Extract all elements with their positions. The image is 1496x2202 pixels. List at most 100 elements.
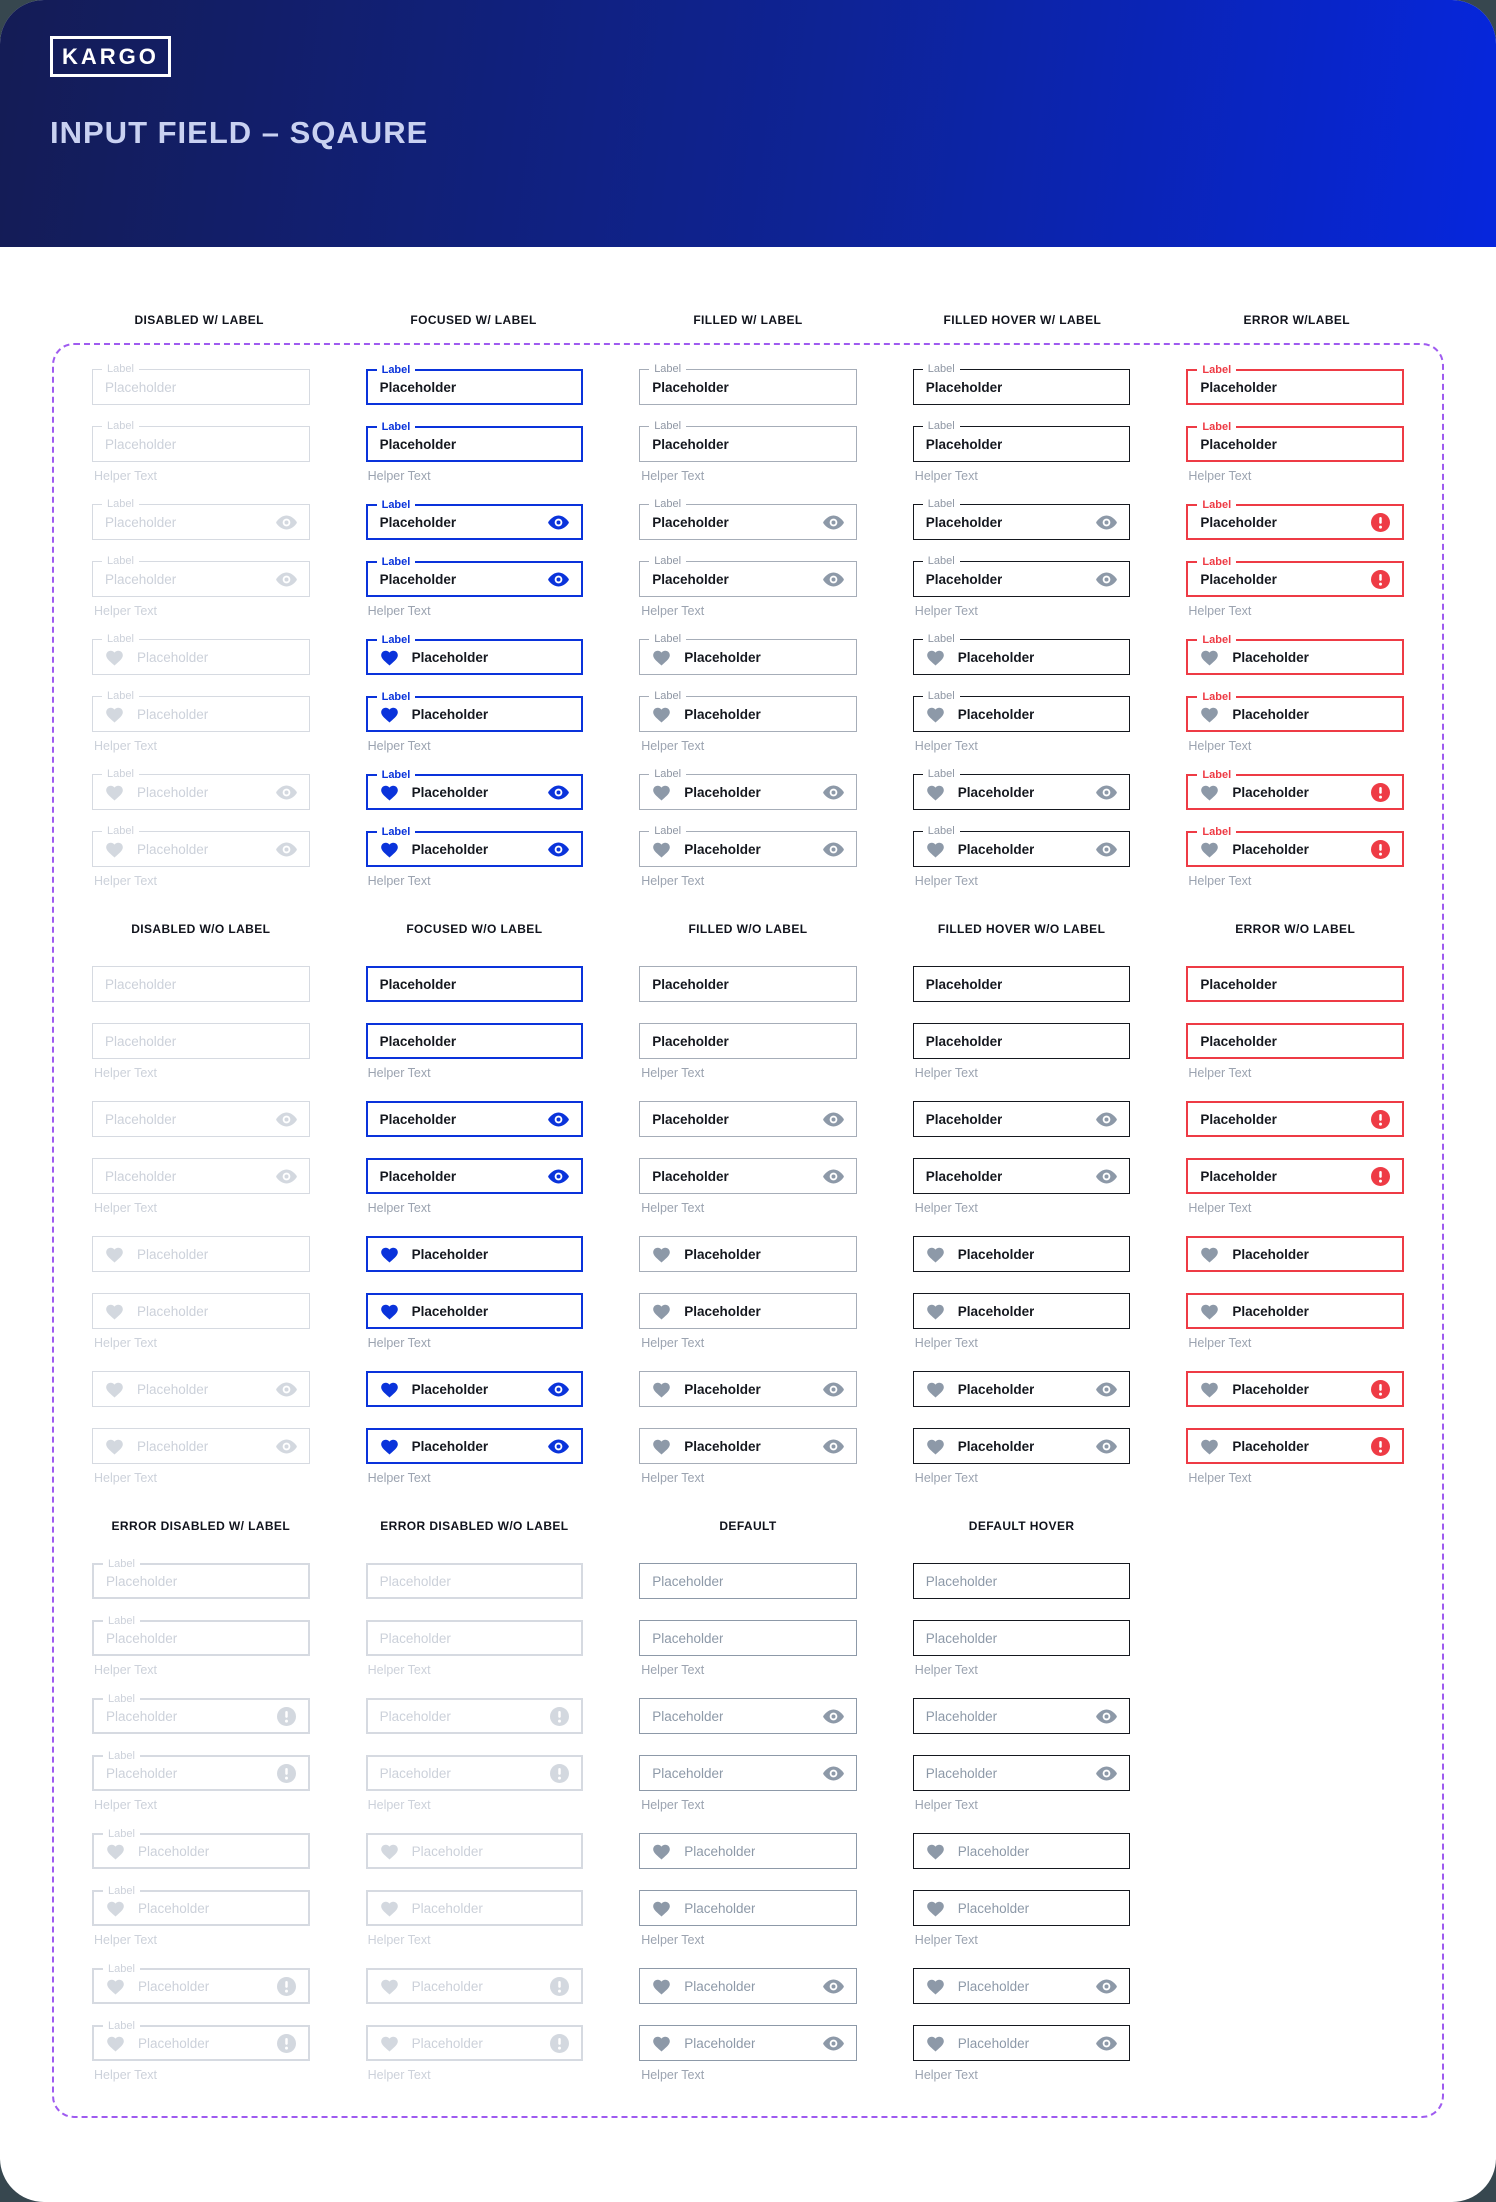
input-focused-with-label[interactable]: Label Placeholder — [365, 555, 584, 597]
input-default-no-label[interactable]: Placeholder — [639, 1620, 857, 1656]
input-hover-with-label[interactable]: Label Placeholder — [912, 767, 1131, 810]
input-hover-with-label[interactable]: Label Placeholder — [912, 362, 1131, 405]
eye-icon[interactable] — [268, 1169, 297, 1184]
input-disabled-with-label[interactable]: Label Placeholder — [92, 824, 310, 867]
input-focused-with-label[interactable]: Label Placeholder — [365, 420, 584, 462]
input-disabled-with-label[interactable]: Label Placeholder — [92, 767, 310, 810]
eye-icon[interactable] — [540, 1439, 570, 1454]
input-hover-with-label[interactable]: Label Placeholder — [912, 554, 1131, 597]
input-hover-no-label[interactable]: Placeholder — [912, 1371, 1131, 1407]
eye-icon[interactable] — [815, 1709, 844, 1724]
input-filled-with-label[interactable]: Label Placeholder — [639, 497, 857, 540]
input-disabled-with-label[interactable]: Label Placeholder — [92, 554, 310, 597]
input-default-hover-no-label[interactable]: Placeholder — [912, 1698, 1131, 1734]
eye-icon[interactable] — [1088, 1979, 1118, 1994]
input-error-with-label[interactable]: Label Placeholder — [1186, 363, 1404, 405]
eye-icon[interactable] — [1088, 515, 1118, 530]
input-disabled-with-label[interactable]: Label Placeholder — [92, 419, 310, 462]
input-error-disabled-no-label[interactable]: Placeholder — [365, 1563, 584, 1599]
input-disabled-with-label[interactable]: Label Placeholder — [92, 632, 310, 675]
eye-icon[interactable] — [268, 515, 297, 530]
input-filled-no-label[interactable]: Placeholder — [639, 1236, 857, 1272]
input-disabled-with-label[interactable]: Label Placeholder — [92, 689, 310, 732]
input-error-with-label[interactable]: Label Placeholder — [1186, 768, 1404, 810]
input-hover-no-label[interactable]: Placeholder — [912, 1428, 1131, 1464]
input-error-no-label[interactable]: Placeholder — [1186, 966, 1404, 1002]
input-focused-no-label[interactable]: Placeholder — [365, 1236, 584, 1272]
input-focused-no-label[interactable]: Placeholder — [365, 1158, 584, 1194]
input-filled-no-label[interactable]: Placeholder — [639, 1101, 857, 1137]
input-hover-with-label[interactable]: Label Placeholder — [912, 632, 1131, 675]
input-error-with-label[interactable]: Label Placeholder — [1186, 555, 1404, 597]
input-filled-no-label[interactable]: Placeholder — [639, 1158, 857, 1194]
input-hover-no-label[interactable]: Placeholder — [912, 1023, 1131, 1059]
eye-icon[interactable] — [268, 842, 297, 857]
input-filled-no-label[interactable]: Placeholder — [639, 1023, 857, 1059]
input-focused-no-label[interactable]: Placeholder — [365, 966, 584, 1002]
eye-icon[interactable] — [540, 572, 570, 587]
eye-icon[interactable] — [540, 1382, 570, 1397]
input-hover-with-label[interactable]: Label Placeholder — [912, 689, 1131, 732]
input-disabled-no-label[interactable]: Placeholder — [92, 1236, 310, 1272]
input-default-hover-no-label[interactable]: Placeholder — [912, 1563, 1131, 1599]
input-default-hover-no-label[interactable]: Placeholder — [912, 1620, 1131, 1656]
eye-icon[interactable] — [268, 1112, 297, 1127]
eye-icon[interactable] — [268, 1439, 297, 1454]
eye-icon[interactable] — [1088, 1382, 1118, 1397]
input-filled-no-label[interactable]: Placeholder — [639, 1293, 857, 1329]
input-focused-with-label[interactable]: Label Placeholder — [365, 690, 584, 732]
input-disabled-no-label[interactable]: Placeholder — [92, 966, 310, 1002]
input-focused-with-label[interactable]: Label Placeholder — [365, 825, 584, 867]
input-error-no-label[interactable]: Placeholder — [1186, 1101, 1404, 1137]
input-error-disabled-with-label[interactable]: Label Placeholder — [92, 2019, 310, 2061]
eye-icon[interactable] — [815, 1766, 844, 1781]
eye-icon[interactable] — [1088, 1766, 1118, 1781]
input-filled-with-label[interactable]: Label Placeholder — [639, 554, 857, 597]
input-error-disabled-no-label[interactable]: Placeholder — [365, 1968, 584, 2004]
eye-icon[interactable] — [540, 1112, 570, 1127]
input-default-hover-no-label[interactable]: Placeholder — [912, 1755, 1131, 1791]
input-filled-no-label[interactable]: Placeholder — [639, 1428, 857, 1464]
input-default-no-label[interactable]: Placeholder — [639, 1890, 857, 1926]
input-error-no-label[interactable]: Placeholder — [1186, 1293, 1404, 1329]
input-focused-no-label[interactable]: Placeholder — [365, 1023, 584, 1059]
input-hover-with-label[interactable]: Label Placeholder — [912, 824, 1131, 867]
input-error-disabled-with-label[interactable]: Label Placeholder — [92, 1827, 310, 1869]
input-error-disabled-no-label[interactable]: Placeholder — [365, 1890, 584, 1926]
input-default-no-label[interactable]: Placeholder — [639, 1755, 857, 1791]
input-error-with-label[interactable]: Label Placeholder — [1186, 633, 1404, 675]
input-disabled-no-label[interactable]: Placeholder — [92, 1371, 310, 1407]
input-focused-with-label[interactable]: Label Placeholder — [365, 768, 584, 810]
eye-icon[interactable] — [1088, 785, 1118, 800]
input-error-disabled-with-label[interactable]: Label Placeholder — [92, 1614, 310, 1656]
eye-icon[interactable] — [540, 842, 570, 857]
eye-icon[interactable] — [1088, 572, 1118, 587]
input-error-disabled-with-label[interactable]: Label Placeholder — [92, 1962, 310, 2004]
input-filled-no-label[interactable]: Placeholder — [639, 1371, 857, 1407]
input-error-disabled-with-label[interactable]: Label Placeholder — [92, 1557, 310, 1599]
input-error-disabled-no-label[interactable]: Placeholder — [365, 1698, 584, 1734]
eye-icon[interactable] — [1088, 1112, 1118, 1127]
input-default-no-label[interactable]: Placeholder — [639, 1698, 857, 1734]
input-hover-no-label[interactable]: Placeholder — [912, 1158, 1131, 1194]
eye-icon[interactable] — [1088, 1169, 1118, 1184]
input-focused-with-label[interactable]: Label Placeholder — [365, 363, 584, 405]
input-filled-with-label[interactable]: Label Placeholder — [639, 824, 857, 867]
input-focused-no-label[interactable]: Placeholder — [365, 1371, 584, 1407]
input-default-no-label[interactable]: Placeholder — [639, 1833, 857, 1869]
input-default-no-label[interactable]: Placeholder — [639, 2025, 857, 2061]
input-focused-no-label[interactable]: Placeholder — [365, 1293, 584, 1329]
input-disabled-no-label[interactable]: Placeholder — [92, 1158, 310, 1194]
input-error-disabled-with-label[interactable]: Label Placeholder — [92, 1692, 310, 1734]
eye-icon[interactable] — [815, 1439, 844, 1454]
eye-icon[interactable] — [815, 1112, 844, 1127]
input-hover-no-label[interactable]: Placeholder — [912, 1236, 1131, 1272]
input-error-no-label[interactable]: Placeholder — [1186, 1428, 1404, 1464]
input-hover-with-label[interactable]: Label Placeholder — [912, 497, 1131, 540]
input-disabled-with-label[interactable]: Label Placeholder — [92, 362, 310, 405]
eye-icon[interactable] — [1088, 2036, 1118, 2051]
eye-icon[interactable] — [815, 2036, 844, 2051]
eye-icon[interactable] — [540, 1169, 570, 1184]
eye-icon[interactable] — [540, 785, 570, 800]
eye-icon[interactable] — [815, 515, 844, 530]
